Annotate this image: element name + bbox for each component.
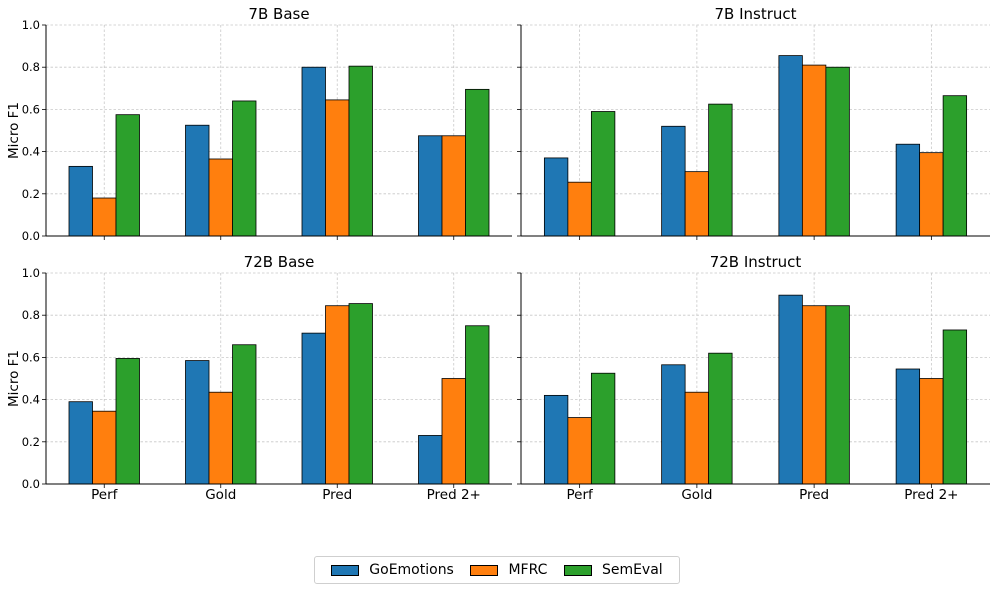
y-axis-label: Micro F1 <box>6 350 22 407</box>
bar-goemotions-pred <box>301 332 326 485</box>
bar-semeval-pred-2 <box>942 95 968 237</box>
bar-semeval-pred-2 <box>465 88 490 237</box>
bar-semeval-perf <box>115 358 140 485</box>
bar-semeval-perf <box>590 372 616 485</box>
x-tick-label-pred-2: Pred 2+ <box>427 487 481 503</box>
bar-semeval-gold <box>708 352 733 485</box>
x-tick-label-pred: Pred <box>322 487 352 503</box>
bar-mfrc-pred-2 <box>919 152 944 237</box>
bar-goemotions-pred-2 <box>895 143 921 237</box>
bar-semeval-gold <box>232 344 257 485</box>
bar-semeval-pred <box>348 303 373 485</box>
bar-mfrc-gold <box>208 391 233 485</box>
bar-semeval-pred <box>825 66 850 237</box>
x-tick-label-perf: Perf <box>566 487 594 503</box>
panel-72b-base: 0.0 0.2 0.4 0.6 0.8 1.0 Perf Gold Pred Pred 2+ 72B… <box>6 253 512 503</box>
legend-label-mfrc: MFRC <box>508 562 548 578</box>
x-tick-label-gold: Gold <box>681 487 712 503</box>
bar-goemotions-pred-2 <box>418 135 443 237</box>
legend-item-goemotions: GoEmotions <box>331 562 454 578</box>
bar-goemotions-gold <box>185 124 210 237</box>
y-tick-label: 0.0 <box>22 229 40 243</box>
legend-item-mfrc: MFRC <box>470 562 547 578</box>
bar-mfrc-perf <box>92 410 117 485</box>
bar-semeval-gold <box>708 103 733 237</box>
bar-goemotions-pred <box>778 294 803 485</box>
bar-mfrc-pred <box>325 305 350 485</box>
bar-semeval-perf <box>115 114 140 237</box>
bar-semeval-pred <box>825 305 850 485</box>
y-tick-label: 0.2 <box>22 187 40 201</box>
bar-mfrc-perf <box>92 197 117 237</box>
bar-semeval-perf <box>590 111 616 237</box>
bar-goemotions-pred <box>301 66 326 237</box>
legend-swatch-mfrc <box>470 564 499 576</box>
legend-label-semeval: SemEval <box>601 562 663 578</box>
bar-mfrc-pred <box>801 64 827 237</box>
bar-goemotions-perf <box>68 401 93 485</box>
bar-semeval-gold <box>232 100 257 237</box>
bar-mfrc-gold <box>208 158 233 237</box>
y-tick-label: 0.6 <box>22 102 40 116</box>
y-tick-label: 0.8 <box>22 308 40 322</box>
bar-mfrc-perf <box>567 181 592 237</box>
y-tick-label: 0.0 <box>22 477 40 491</box>
bar-mfrc-pred-2 <box>919 378 944 485</box>
bar-goemotions-perf <box>543 394 569 485</box>
bar-goemotions-pred-2 <box>418 435 443 485</box>
legend-item-semeval: SemEval <box>563 562 663 578</box>
bar-goemotions-gold <box>185 360 210 485</box>
legend: GoEmotions MFRC SemEval <box>314 556 680 584</box>
bar-semeval-pred-2 <box>465 325 490 485</box>
bar-goemotions-gold <box>661 364 686 485</box>
panel-title: 7B Instruct <box>714 5 796 23</box>
panel-title: 7B Base <box>248 5 309 23</box>
y-tick-label: 0.2 <box>22 435 40 449</box>
bar-semeval-pred-2 <box>942 329 968 485</box>
panel-72b-instruct: Perf Gold Pred Pred 2+ 72B Instruct <box>517 253 990 503</box>
bar-mfrc-gold <box>684 171 710 237</box>
bar-goemotions-perf <box>68 165 93 237</box>
legend-swatch-goemotions <box>331 564 360 576</box>
panel-7b-instruct: 7B Instruct <box>517 5 990 240</box>
legend-label-goemotions: GoEmotions <box>369 562 454 578</box>
panel-title: 72B Base <box>244 253 315 271</box>
y-tick-label: 0.8 <box>22 60 40 74</box>
bar-goemotions-pred <box>778 55 803 237</box>
legend-swatch-semeval <box>563 564 592 576</box>
bar-mfrc-pred <box>325 99 350 237</box>
bar-mfrc-pred-2 <box>441 135 466 237</box>
bar-goemotions-perf <box>543 157 569 237</box>
panel-title: 72B Instruct <box>710 253 802 271</box>
y-tick-label: 0.4 <box>22 393 40 407</box>
bar-mfrc-perf <box>567 417 592 485</box>
bar-mfrc-pred-2 <box>441 378 466 485</box>
y-tick-label: 1.0 <box>22 266 40 280</box>
panel-7b-base: 0.0 0.2 0.4 0.6 0.8 1.0 7B Base Micro F1 <box>6 5 512 243</box>
y-tick-label: 0.4 <box>22 145 40 159</box>
bar-goemotions-gold <box>661 125 686 237</box>
y-axis-label: Micro F1 <box>6 102 22 159</box>
bar-mfrc-gold <box>684 391 710 485</box>
bar-mfrc-pred <box>801 305 827 485</box>
y-tick-label: 1.0 <box>22 18 40 32</box>
bar-goemotions-pred-2 <box>895 368 921 485</box>
y-tick-label: 0.6 <box>22 350 40 364</box>
x-tick-label-pred: Pred <box>799 487 829 503</box>
x-tick-label-perf: Perf <box>91 487 119 503</box>
x-tick-label-gold: Gold <box>205 487 236 503</box>
x-tick-label-pred-2: Pred 2+ <box>904 487 958 503</box>
bar-semeval-pred <box>348 65 373 237</box>
